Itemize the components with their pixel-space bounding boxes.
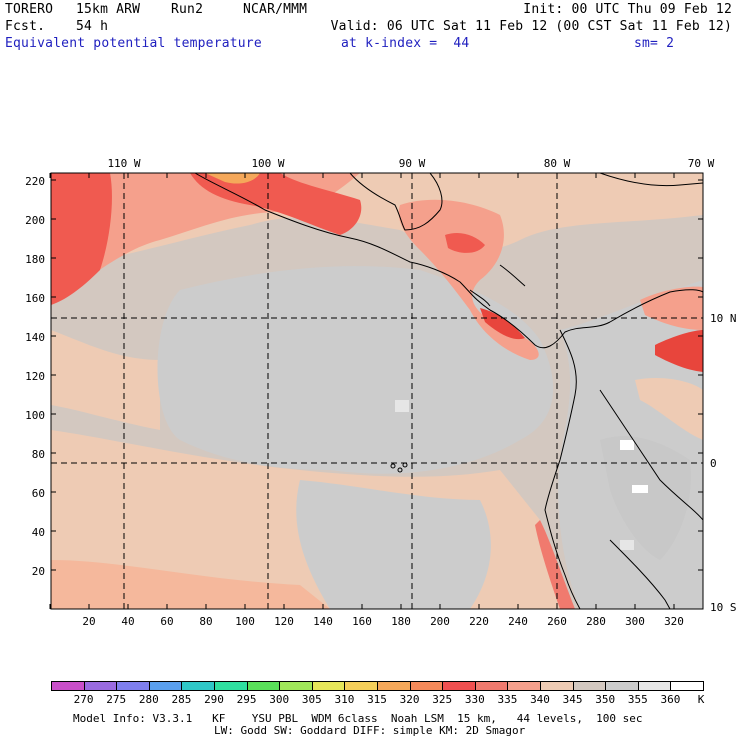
colorbar-swatch — [572, 681, 607, 691]
lat-label-equator: 0 — [710, 457, 717, 470]
colorbar-level-label: 290 — [204, 693, 224, 706]
lon-label-70w: 70 W — [688, 157, 715, 170]
colorbar-level-label: 360 — [660, 693, 681, 706]
colorbar-swatch — [605, 681, 639, 691]
colorbar-level-label: 320 — [399, 693, 420, 706]
colorbar-level-label: 270 — [73, 693, 94, 706]
y-tick-label: 20 — [32, 565, 45, 578]
forecast-hour: 54 h — [76, 19, 109, 34]
colorbar-swatch — [148, 681, 183, 691]
colorbar-swatch — [377, 681, 411, 691]
x-tick-label: 300 — [625, 615, 645, 628]
run-label: Run2 — [171, 2, 204, 17]
colorbar-level-label: 275 — [106, 693, 127, 706]
coastlines — [194, 173, 703, 609]
y-tick-label: 160 — [25, 292, 45, 305]
level-index: at k-index = 44 — [341, 36, 470, 51]
y-tick-label: 60 — [32, 487, 45, 500]
forecast-label: Fcst. — [5, 19, 46, 34]
colorbar-swatch — [507, 681, 541, 691]
y-tick-label: 220 — [25, 175, 45, 188]
colorbar-level-label: 280 — [138, 693, 159, 706]
colorbar-swatch — [83, 681, 118, 691]
plot-frame — [50, 172, 704, 610]
x-tick-label: 200 — [430, 615, 450, 628]
physics-info: LW: Godd SW: Goddard DIFF: simple KM: 2D… — [214, 724, 526, 737]
x-tick-label: 320 — [664, 615, 684, 628]
x-tick-label: 260 — [547, 615, 567, 628]
lon-label-90w: 90 W — [399, 157, 426, 170]
resolution: 15km ARW — [76, 2, 141, 17]
y-tick-label: 100 — [25, 409, 45, 422]
y-tick-label: 140 — [25, 331, 45, 344]
colorbar-level-label: 345 — [562, 693, 583, 706]
colorbar-swatch — [116, 681, 150, 691]
colorbar-level-label: 335 — [497, 693, 518, 706]
colorbar-swatch — [279, 681, 313, 691]
model-name: TORERO — [5, 2, 54, 17]
colorbar-swatch — [181, 681, 215, 691]
colorbar-swatch — [214, 681, 248, 691]
colorbar-swatch — [442, 681, 476, 691]
x-tick-label: 120 — [274, 615, 294, 628]
colorbar-level-label: 325 — [432, 693, 453, 706]
x-tick-label: 80 — [199, 615, 212, 628]
x-tick-label: 280 — [586, 615, 606, 628]
lat-label-10s: 10 S — [710, 601, 737, 614]
colorbar-level-label: 285 — [171, 693, 192, 706]
colorbar-swatch — [474, 681, 509, 691]
colorbar-level-label: 305 — [301, 693, 322, 706]
axis-ticks — [49, 173, 703, 610]
model-info: Model Info: V3.3.1 KF YSU PBL WDM 6class… — [73, 712, 643, 725]
colorbar-swatch — [51, 681, 85, 691]
x-tick-label: 180 — [391, 615, 411, 628]
x-tick-label: 220 — [469, 615, 489, 628]
x-tick-label: 60 — [160, 615, 173, 628]
graticule — [51, 173, 703, 609]
y-tick-label: 120 — [25, 370, 45, 383]
lon-label-110w: 110 W — [107, 157, 140, 170]
field-name: Equivalent potential temperature — [5, 36, 262, 51]
colorbar-swatch — [540, 681, 574, 691]
colorbar-level-label: 350 — [595, 693, 616, 706]
theta-e-field — [51, 173, 703, 609]
colorbar-swatch — [246, 681, 281, 691]
colorbar-swatch — [670, 681, 704, 691]
y-tick-label: 180 — [25, 253, 45, 266]
x-tick-label: 100 — [235, 615, 255, 628]
x-tick-label: 240 — [508, 615, 528, 628]
colorbar-level-label: 300 — [269, 693, 290, 706]
lon-label-100w: 100 W — [251, 157, 284, 170]
lon-label-80w: 80 W — [544, 157, 571, 170]
colorbar-level-label: 330 — [464, 693, 485, 706]
colorbar-level-label: 295 — [236, 693, 257, 706]
valid-time: Valid: 06 UTC Sat 11 Feb 12 (00 CST Sat … — [330, 19, 732, 34]
colorbar-level-label: 340 — [530, 693, 550, 706]
colorbar-swatch — [344, 681, 378, 691]
x-tick-label: 20 — [82, 615, 95, 628]
x-tick-label: 160 — [352, 615, 372, 628]
colorbar-unit: K — [697, 693, 705, 706]
init-time: Init: 00 UTC Thu 09 Feb 12 — [523, 2, 732, 17]
lat-label-10n: 10 N — [710, 312, 737, 325]
y-tick-label: 40 — [32, 526, 45, 539]
colorbar-level-label: 355 — [627, 693, 648, 706]
y-tick-label: 80 — [32, 448, 45, 461]
x-tick-label: 140 — [313, 615, 333, 628]
y-tick-label: 200 — [25, 214, 45, 227]
smoothing: sm= 2 — [634, 36, 675, 51]
colorbar-level-label: 310 — [334, 693, 355, 706]
colorbar-swatch — [637, 681, 672, 691]
organization: NCAR/MMM — [243, 2, 308, 17]
x-tick-label: 40 — [121, 615, 134, 628]
colorbar-level-label: 315 — [367, 693, 387, 706]
colorbar-swatch — [409, 681, 444, 691]
colorbar-swatch — [311, 681, 346, 691]
